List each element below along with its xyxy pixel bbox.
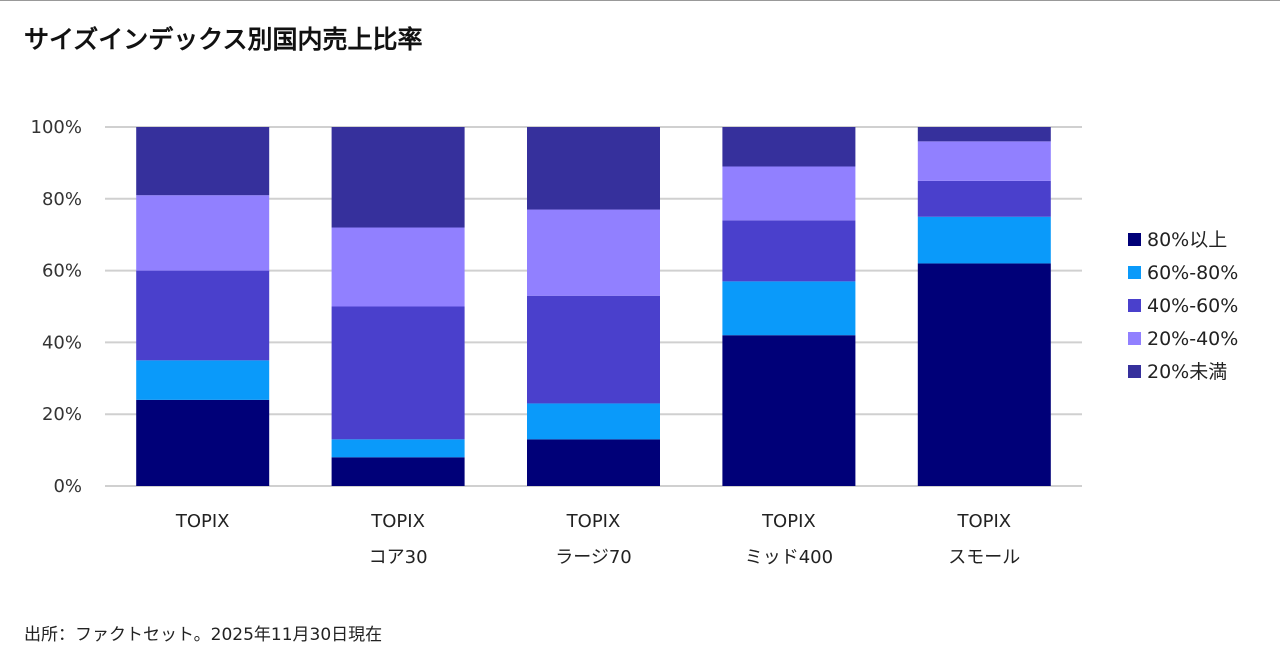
- x-category-label: ラージ70: [555, 547, 632, 568]
- legend-swatch: [1128, 233, 1141, 246]
- bar-segment: [722, 281, 856, 336]
- bar-segment: [722, 220, 856, 282]
- legend-swatch: [1128, 299, 1141, 312]
- bar-segment: [331, 457, 465, 486]
- bar-segment: [331, 439, 465, 458]
- bar-segment: [527, 403, 660, 440]
- legend-label: 20%-40%: [1147, 328, 1238, 350]
- source-note: 出所：ファクトセット。2025年11月30日現在: [24, 625, 383, 645]
- bar-segment: [917, 263, 1051, 486]
- bar-segment: [136, 195, 270, 271]
- x-category-label: コア30: [369, 547, 428, 568]
- legend-label: 60%-80%: [1147, 262, 1238, 284]
- top-border: [0, 0, 1280, 1]
- x-category-label: TOPIX: [175, 511, 230, 532]
- legend-swatch: [1128, 365, 1141, 378]
- x-category-label: スモール: [948, 547, 1020, 568]
- bar-segment: [136, 399, 270, 486]
- bar-segment: [917, 141, 1051, 181]
- y-tick-label: 20%: [42, 404, 82, 425]
- legend-label: 40%-60%: [1147, 295, 1238, 317]
- y-tick-label: 80%: [42, 189, 82, 210]
- bar-segment: [722, 335, 856, 486]
- y-tick-label: 60%: [42, 261, 82, 282]
- x-category-label: TOPIX: [761, 511, 816, 532]
- x-category-label: ミッド400: [745, 547, 833, 568]
- legend-label: 80%以上: [1147, 229, 1227, 251]
- bar-segment: [917, 127, 1051, 142]
- bar-segment: [136, 270, 270, 361]
- bar-segment: [722, 166, 856, 221]
- bar-segment: [136, 360, 270, 400]
- bar-segment: [527, 295, 660, 404]
- bar-segment: [527, 127, 660, 210]
- legend-label: 20%未満: [1147, 361, 1227, 383]
- bar-segment: [722, 127, 856, 167]
- x-category-label: TOPIX: [566, 511, 621, 532]
- bar-segment: [136, 127, 270, 196]
- y-tick-label: 0%: [53, 476, 82, 497]
- chart-title: サイズインデックス別国内売上比率: [24, 25, 423, 54]
- bar-segment: [917, 216, 1051, 264]
- x-category-label: TOPIX: [370, 511, 425, 532]
- bar-segment: [331, 127, 465, 228]
- y-tick-label: 100%: [31, 117, 82, 138]
- legend-swatch: [1128, 266, 1141, 279]
- legend-swatch: [1128, 332, 1141, 345]
- bar-segment: [527, 209, 660, 296]
- bar-segment: [527, 439, 660, 486]
- bar-segment: [917, 180, 1051, 217]
- bar-segment: [331, 227, 465, 307]
- y-tick-label: 40%: [42, 332, 82, 353]
- x-category-label: TOPIX: [956, 511, 1011, 532]
- bar-segment: [331, 306, 465, 440]
